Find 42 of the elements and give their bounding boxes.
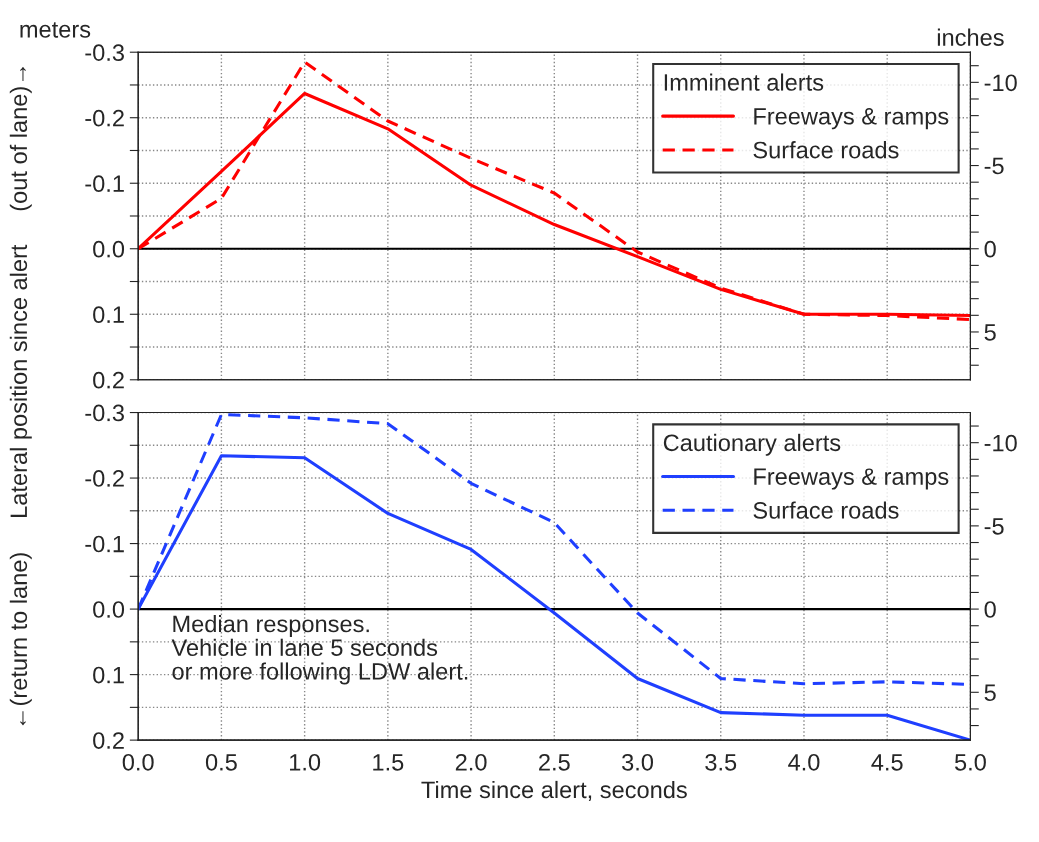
legend-label: Surface roads: [753, 141, 899, 159]
y2-tick-label: -5: [984, 518, 1004, 535]
x-tick-label: 4.0: [788, 753, 820, 771]
y2-tick-label: 5: [984, 324, 996, 341]
x-tick-label: 5.0: [954, 753, 986, 771]
x-tick-label: 4.5: [871, 754, 903, 771]
y2-tick-label: -10: [984, 74, 1017, 92]
legend-label: Freeways & ramps: [754, 468, 949, 490]
y2-tick-label: -5: [984, 157, 1004, 175]
y2-axis-title: inches: [937, 28, 1004, 46]
y-axis-title: ←(return to lane) Lateral position since alert (out of lane)→: [9, 66, 32, 726]
legend-label: Freeways & ramps: [754, 108, 949, 130]
x-tick-label: 1.0: [290, 753, 321, 771]
x-tick-label: 2.5: [539, 753, 570, 771]
y-tick-label: 0.0: [93, 240, 125, 258]
x-tick-label: 0.0: [122, 753, 154, 771]
x-tick-label: 1.5: [373, 754, 404, 771]
y-tick-label: 0.1: [93, 306, 124, 324]
y-tick-label: -0.1: [85, 535, 124, 553]
x-tick-label: 3.0: [622, 753, 654, 771]
y2-tick-label: 0: [984, 601, 996, 618]
x-axis-title: Time since alert, seconds: [421, 780, 687, 802]
y-tick-label: 0.2: [93, 371, 124, 389]
y2-tick-label: 0: [984, 240, 996, 258]
text: meters: [20, 22, 91, 38]
x-tick-label: 3.5: [705, 753, 737, 771]
y-tick-label: 0.2: [93, 732, 124, 749]
annotation: Median responses. Vehicle in lane 5 seconds or more following LDW alert.: [171, 614, 468, 685]
x-tick-label: 2.0: [455, 753, 487, 771]
x-tick-label: 0.5: [205, 753, 237, 771]
y-tick-label: -0.2: [85, 109, 124, 127]
y-tick-label: -0.1: [85, 175, 124, 193]
y-tick-label: -0.3: [85, 44, 124, 61]
legend-title: Imminent alerts: [664, 73, 824, 91]
legend-label: Surface roads: [753, 501, 899, 519]
y2-tick-label: 5: [984, 684, 996, 702]
y-tick-label: 0.0: [93, 601, 125, 618]
y-tick-label: -0.2: [85, 470, 124, 487]
y2-tick-label: -10: [984, 434, 1017, 452]
legend-title: Cautionary alerts: [663, 433, 841, 456]
y-tick-label: 0.1: [93, 666, 124, 684]
y-tick-label: -0.3: [85, 404, 124, 422]
